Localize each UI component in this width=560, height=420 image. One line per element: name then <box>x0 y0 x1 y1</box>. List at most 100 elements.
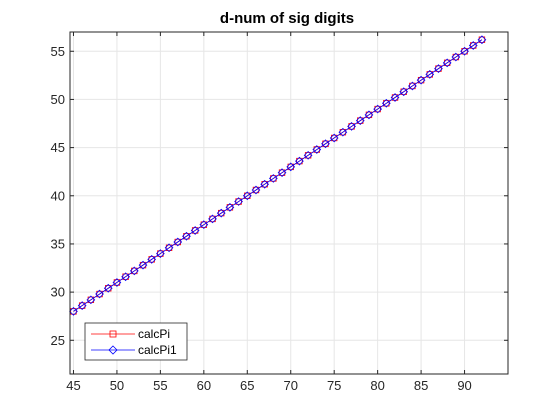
data-point-calcPi1 <box>321 139 330 149</box>
data-point-calcPi <box>191 227 199 234</box>
data-point-calcPi <box>105 285 112 292</box>
data-point-calcPi1 <box>199 220 209 230</box>
data-point-calcPi <box>218 209 225 217</box>
series-calcPi1 <box>69 35 487 316</box>
data-point-calcPi1 <box>77 301 87 310</box>
data-point-calcPi <box>365 111 373 119</box>
data-point-calcPi <box>348 123 355 130</box>
legend-marker-calcPi <box>109 330 117 338</box>
data-point-calcPi1 <box>242 191 252 201</box>
data-point-calcPi1 <box>173 237 183 247</box>
data-point-calcPi <box>304 152 312 159</box>
data-point-calcPi <box>131 267 138 275</box>
data-point-calcPi <box>296 157 303 165</box>
data-point-calcPi <box>270 175 277 182</box>
y-tick-label: 50 <box>51 92 65 107</box>
data-point-calcPi <box>435 65 442 72</box>
data-point-calcPi <box>200 221 208 228</box>
data-point-calcPi1 <box>129 266 139 276</box>
data-point-calcPi <box>148 256 155 263</box>
data-point-calcPi <box>174 238 181 246</box>
data-point-calcPi1 <box>468 41 478 50</box>
data-point-calcPi <box>417 76 425 84</box>
data-point-calcPi <box>139 261 147 269</box>
legend: calcPi calcPi1 <box>84 322 188 361</box>
x-tick-label: 55 <box>153 378 167 393</box>
data-point-calcPi1 <box>69 307 78 316</box>
data-point-calcPi1 <box>442 58 452 68</box>
x-tick-label: 90 <box>457 378 471 393</box>
y-tick-label: 45 <box>51 140 65 155</box>
data-point-calcPi1 <box>451 52 461 62</box>
x-tick-label: 60 <box>197 378 211 393</box>
data-point-calcPi1 <box>416 75 426 85</box>
data-point-calcPi1 <box>338 127 348 137</box>
data-point-calcPi1 <box>138 260 148 270</box>
x-tick-label: 85 <box>414 378 428 393</box>
data-point-calcPi1 <box>268 174 278 183</box>
data-point-calcPi <box>87 296 95 304</box>
data-point-calcPi <box>461 48 468 55</box>
data-point-calcPi1 <box>121 272 130 282</box>
data-point-calcPi <box>313 146 321 153</box>
legend-label-calcPi1: calcPi1 <box>138 343 177 357</box>
data-point-calcPi1 <box>95 289 104 299</box>
data-point-calcPi <box>391 94 399 101</box>
data-point-calcPi1 <box>408 81 417 91</box>
legend-box <box>84 322 188 361</box>
legend-marker-calcPi1 <box>108 345 118 355</box>
data-point-calcPi1 <box>190 226 200 235</box>
data-point-calcPi1 <box>260 179 270 189</box>
data-point-calcPi1 <box>477 35 487 45</box>
data-point-calcPi <box>278 169 286 176</box>
x-tick-label: 45 <box>66 378 80 393</box>
data-point-calcPi <box>122 273 129 280</box>
data-point-calcPi <box>330 134 338 142</box>
grid <box>70 32 508 374</box>
data-point-calcPi1 <box>112 278 122 287</box>
axes <box>69 31 509 375</box>
data-point-calcPi1 <box>277 168 287 178</box>
data-point-calcPi <box>209 215 216 223</box>
data-point-calcPi <box>409 82 416 90</box>
data-point-calcPi1 <box>390 93 400 102</box>
data-point-calcPi1 <box>381 98 391 108</box>
data-point-calcPi1 <box>86 295 96 305</box>
data-point-calcPi <box>383 100 390 107</box>
x-tick-labels: 45 50 55 60 65 70 75 80 85 90 <box>66 378 472 393</box>
data-point-calcPi <box>374 105 381 113</box>
data-point-calcPi1 <box>460 46 469 56</box>
data-point-calcPi1 <box>216 208 226 218</box>
data-point-calcPi <box>183 233 190 240</box>
data-point-calcPi1 <box>434 64 443 73</box>
data-point-calcPi <box>70 308 77 315</box>
x-tick-label: 80 <box>370 378 384 393</box>
data-point-calcPi <box>357 117 364 124</box>
data-point-calcPi1 <box>355 116 365 125</box>
series-layer <box>69 35 487 316</box>
data-point-calcPi1 <box>399 87 409 97</box>
data-point-calcPi1 <box>329 133 339 143</box>
plot-area <box>70 32 508 374</box>
data-point-calcPi <box>261 181 268 188</box>
y-tick-label: 35 <box>51 236 65 251</box>
data-point-calcPi <box>244 192 251 199</box>
data-point-calcPi1 <box>225 202 235 212</box>
data-point-calcPi <box>452 53 460 61</box>
x-tick-label: 75 <box>327 378 341 393</box>
y-tick-label: 30 <box>51 285 65 300</box>
data-point-calcPi1 <box>295 156 304 166</box>
data-point-calcPi1 <box>156 249 165 258</box>
data-point-calcPi1 <box>425 70 435 79</box>
data-point-calcPi <box>113 279 121 286</box>
y-tick-labels: 25 30 35 40 45 50 55 <box>51 44 65 348</box>
x-tick-label: 65 <box>240 378 254 393</box>
data-point-calcPi1 <box>234 197 243 206</box>
data-point-calcPi <box>470 42 477 49</box>
data-point-calcPi1 <box>312 145 322 154</box>
y-tick-label: 40 <box>51 188 65 203</box>
data-point-calcPi <box>443 59 451 67</box>
data-point-calcPi <box>165 244 173 251</box>
x-tick-label: 70 <box>284 378 298 393</box>
